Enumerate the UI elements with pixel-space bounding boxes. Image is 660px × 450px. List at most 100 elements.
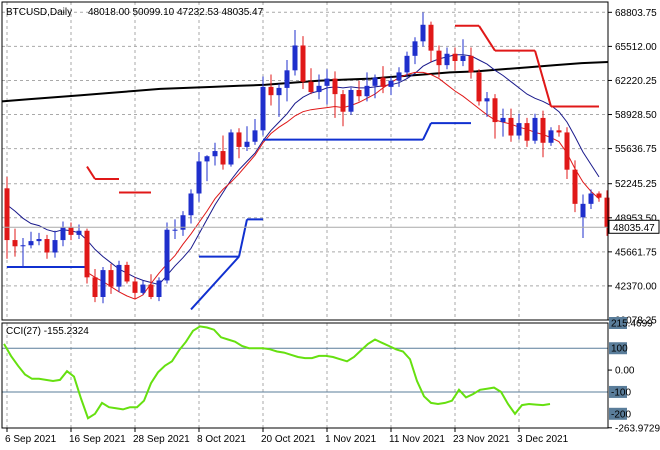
candle-bull — [316, 85, 322, 93]
cci-tick-label: 0.00 — [615, 366, 635, 377]
candle-bull — [460, 55, 466, 62]
date-tick-label: 23 Nov 2021 — [453, 434, 510, 445]
price-tick-label: 48953.50 — [615, 213, 657, 224]
candle-bull — [500, 117, 506, 123]
cci-panel — [2, 325, 608, 420]
price-tick-label: 65512.00 — [615, 42, 657, 53]
candle-bear — [556, 130, 562, 133]
candle-bull — [20, 245, 26, 247]
candle-bull — [484, 98, 490, 102]
candle-bear — [604, 197, 610, 228]
price-tick-label: 52245.25 — [615, 179, 657, 190]
candle-bear — [596, 193, 602, 198]
cci-tick-box — [609, 407, 627, 420]
candle-bull — [252, 130, 258, 142]
cci-line — [3, 325, 551, 420]
cci-tick-label: -200 — [611, 409, 631, 420]
candle-bear — [236, 132, 242, 147]
ohlc-label: 48018.00 50099.10 47232.53 48035.47 — [88, 7, 264, 18]
candle-bull — [28, 241, 34, 246]
date-tick-label: 6 Sep 2021 — [5, 434, 57, 445]
candle-bear — [380, 77, 386, 87]
candle-bear — [540, 117, 546, 143]
candle-bull — [204, 156, 210, 162]
candle-bull — [60, 227, 66, 241]
candle-bear — [220, 151, 226, 165]
candle-bull — [548, 130, 554, 143]
candle-bull — [276, 87, 282, 96]
candle-bear — [436, 50, 442, 66]
date-tick-label: 20 Oct 2021 — [261, 434, 316, 445]
candle-bull — [348, 89, 354, 112]
date-tick-label: 28 Sep 2021 — [133, 434, 190, 445]
price-panel — [1, 12, 610, 311]
candle-bull — [172, 229, 178, 231]
candle-bull — [260, 86, 266, 131]
candle-bull — [164, 229, 170, 281]
candle-bull — [244, 141, 250, 147]
candle-bear — [300, 45, 306, 82]
candle-bear — [268, 86, 274, 96]
candle-bull — [372, 77, 378, 86]
cci-tick-box — [609, 342, 627, 355]
candle-bear — [108, 270, 114, 287]
candle-bull — [140, 284, 146, 293]
price-tick-label: 42370.00 — [615, 281, 657, 292]
candle-bear — [476, 72, 482, 102]
candle-bull — [396, 72, 402, 81]
symbol-label: BTCUSD,Daily — [6, 7, 72, 18]
cci-tick-box — [609, 385, 627, 398]
candle-bear — [308, 81, 314, 93]
channel-high-line — [478, 25, 496, 52]
candle-bear — [564, 132, 570, 170]
candle-bear — [4, 188, 10, 241]
candle-bear — [428, 24, 434, 51]
channel-low-line — [238, 219, 248, 257]
candle-bear — [524, 123, 530, 141]
candle-bull — [292, 45, 298, 71]
candle-bull — [188, 193, 194, 216]
candle-bull — [196, 161, 202, 194]
price-tick-label: 58928.50 — [615, 110, 657, 121]
candle-bear — [356, 89, 362, 97]
candle-bear — [148, 284, 154, 298]
cci-tick-label: -263.9729 — [615, 423, 660, 434]
candle-bull — [36, 239, 42, 242]
price-tick-label: 55636.75 — [615, 144, 657, 155]
candle-bull — [284, 70, 290, 88]
candle-bull — [52, 240, 58, 253]
candle-bear — [44, 239, 50, 253]
candle-bear — [68, 227, 74, 235]
candle-bear — [12, 240, 18, 247]
candle-bull — [412, 41, 418, 56]
candle-bear — [92, 277, 98, 298]
candle-bull — [180, 215, 186, 230]
date-tick-label: 3 Dec 2021 — [517, 434, 569, 445]
price-tick-label: 68803.75 — [615, 8, 657, 19]
date-tick-label: 16 Sep 2021 — [69, 434, 126, 445]
price-panel-frame — [1, 1, 609, 321]
price-tick-label: 45661.75 — [615, 247, 657, 258]
candle-bull — [420, 24, 426, 42]
cci-tick-box — [609, 317, 627, 329]
ma-mid-line — [6, 54, 600, 286]
current-price-label: 48035.47 — [613, 223, 655, 234]
channel-high-line — [534, 50, 552, 107]
candle-bull — [116, 264, 122, 287]
candle-bear — [468, 55, 474, 73]
candle-bull — [444, 53, 450, 66]
candle-bear — [332, 78, 338, 95]
candle-bear — [572, 169, 578, 204]
candle-bear — [132, 281, 138, 293]
cci-label: CCI(27) -155.2324 — [6, 326, 89, 337]
cci-tick-label: -100 — [611, 387, 631, 398]
price-tick-label: 62220.25 — [615, 76, 657, 87]
candle-bull — [324, 78, 330, 86]
candle-bull — [100, 270, 106, 298]
cci-tick-label: 100 — [611, 344, 628, 355]
candle-bear — [340, 94, 346, 112]
candle-bull — [228, 132, 234, 165]
candle-bear — [84, 230, 90, 278]
